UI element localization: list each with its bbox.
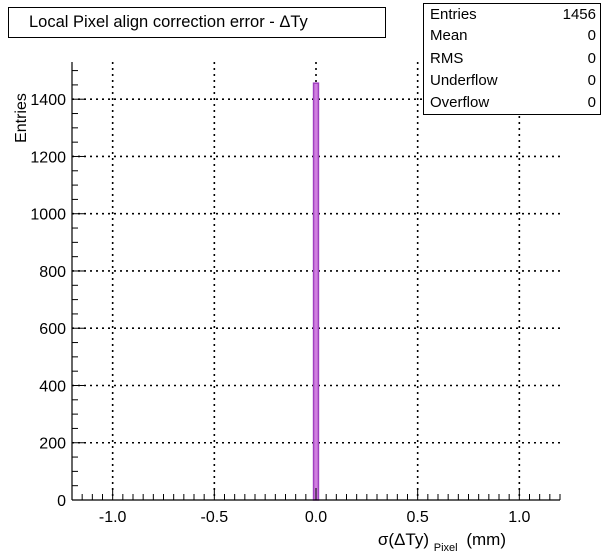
- stats-key: Mean: [430, 26, 468, 46]
- stats-key: Overflow: [430, 93, 489, 113]
- y-axis-label: Entries: [13, 93, 30, 143]
- stats-value: 0: [588, 49, 596, 69]
- stats-row-rms: RMS 0: [430, 49, 596, 69]
- x-tick-label: 0.0: [305, 509, 327, 526]
- stats-value: 1456: [563, 5, 596, 25]
- stats-key: RMS: [430, 49, 463, 69]
- x-axis-label-sub: Pixel: [434, 542, 458, 554]
- x-axis-label: σ(ΔTy) Pixel (mm): [378, 530, 506, 555]
- stats-row-mean: Mean 0: [430, 26, 596, 46]
- x-axis-label-unit: (mm): [466, 530, 506, 549]
- stats-key: Underflow: [430, 71, 498, 91]
- tick-labels: -1.0 -0.5 0.0 0.5 1.0 0 200 400 600 800 1000 1200 14…: [30, 92, 530, 526]
- chart-title-box: Local Pixel align correction error - ΔTy: [8, 7, 386, 38]
- stats-row-underflow: Underflow 0: [430, 71, 596, 91]
- chart-title: Local Pixel align correction error - ΔTy: [29, 13, 308, 31]
- y-tick-label: 1200: [30, 149, 66, 166]
- stats-box: Entries 1456 Mean 0 RMS 0 Underflow 0 Ov…: [423, 3, 601, 115]
- y-tick-label: 400: [39, 378, 66, 395]
- y-tick-label: 200: [39, 436, 66, 453]
- x-tick-label: 1.0: [508, 509, 530, 526]
- y-tick-label: 600: [39, 321, 66, 338]
- histogram-bar: [314, 83, 319, 500]
- stats-row-entries: Entries 1456: [430, 5, 596, 25]
- stats-row-overflow: Overflow 0: [430, 93, 596, 113]
- stats-value: 0: [588, 93, 596, 113]
- histogram-bars: [314, 83, 319, 500]
- y-tick-label: 1000: [30, 207, 66, 224]
- x-tick-label: -1.0: [99, 509, 127, 526]
- stats-key: Entries: [430, 5, 477, 25]
- y-tick-label: 800: [39, 264, 66, 281]
- x-tick-label: 0.5: [407, 509, 429, 526]
- stats-value: 0: [588, 26, 596, 46]
- x-axis-label-main: σ(ΔTy): [378, 530, 429, 549]
- stats-value: 0: [588, 71, 596, 91]
- y-tick-label: 0: [57, 493, 66, 510]
- y-tick-label: 1400: [30, 92, 66, 109]
- x-tick-label: -0.5: [201, 509, 229, 526]
